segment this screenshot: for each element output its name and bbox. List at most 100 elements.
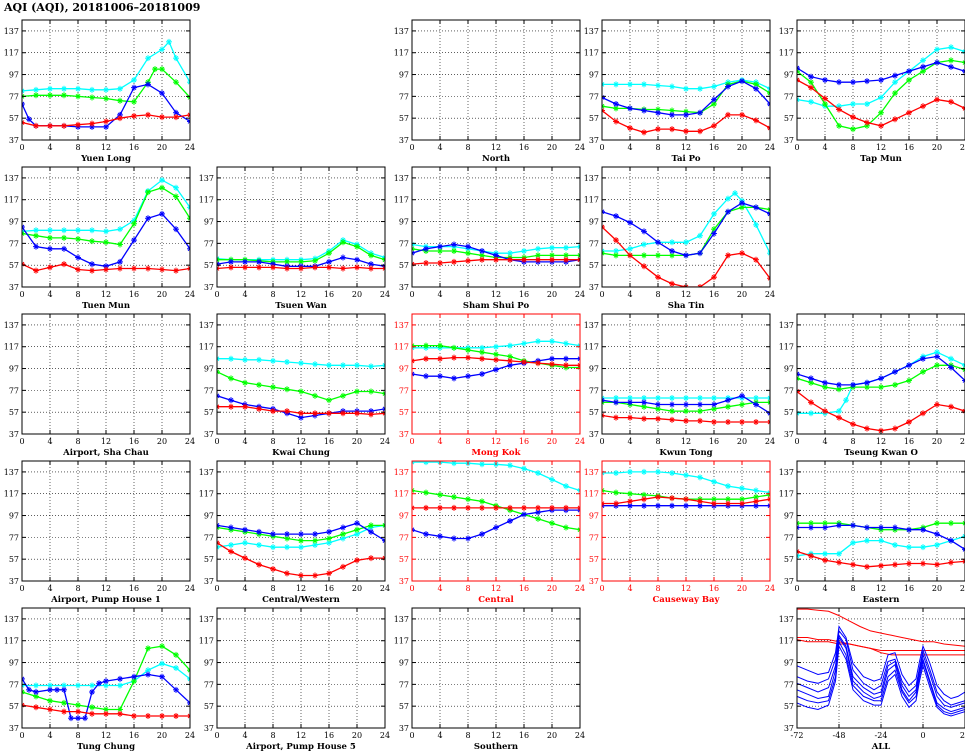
series-marker <box>159 177 165 184</box>
series-marker <box>613 414 619 421</box>
y-tick-label: 97 <box>204 659 214 668</box>
series-marker <box>878 375 884 382</box>
series-marker <box>75 254 81 261</box>
x-tick-label: 4 <box>47 731 52 740</box>
x-tick-label: 0 <box>794 437 799 446</box>
series-marker <box>613 81 619 88</box>
series-marker <box>521 359 527 365</box>
series-marker <box>641 241 647 248</box>
x-tick-label: 24 <box>960 143 965 152</box>
series-marker <box>613 489 619 496</box>
series-marker <box>613 252 619 259</box>
series-marker <box>217 368 220 375</box>
series-marker <box>767 496 770 503</box>
panel-central: 0 4 8 12 16 20 24 37 57 77 97 117 137 Central <box>394 460 585 605</box>
series-marker <box>549 252 555 259</box>
series-marker <box>563 362 569 369</box>
series-marker <box>602 412 605 419</box>
x-tick-label: 8 <box>270 731 275 740</box>
series-line-0 <box>797 608 965 647</box>
x-tick-label: 0 <box>409 290 414 299</box>
series-marker <box>75 266 81 273</box>
series-marker <box>753 117 759 124</box>
y-tick-label: 97 <box>784 365 794 374</box>
panel-title-kwai-chung: Kwai Chung <box>272 448 330 458</box>
x-tick-label: 0 <box>409 584 414 593</box>
series-marker <box>326 535 332 542</box>
series-marker <box>711 419 717 425</box>
series-marker <box>822 550 828 557</box>
series-marker <box>75 715 81 722</box>
series-marker <box>563 483 569 490</box>
series-marker <box>117 258 123 265</box>
series-marker <box>892 381 898 388</box>
x-tick-label: 4 <box>242 290 247 299</box>
series-marker <box>354 243 360 250</box>
series-marker <box>340 239 346 246</box>
series-marker <box>521 465 527 472</box>
series-marker <box>284 386 290 393</box>
series-marker <box>549 504 555 511</box>
series-marker <box>753 204 759 211</box>
series-marker <box>697 408 703 415</box>
series-marker <box>47 686 53 693</box>
series-marker <box>948 364 954 371</box>
series-marker <box>33 232 39 239</box>
series-marker <box>159 673 165 680</box>
series-marker <box>493 366 499 373</box>
series-marker <box>412 371 415 377</box>
series-marker <box>864 119 870 126</box>
series-marker <box>22 675 25 682</box>
series-marker <box>61 92 67 99</box>
series-marker <box>145 645 151 652</box>
x-tick-label: 20 <box>932 584 942 593</box>
series-marker <box>465 257 471 264</box>
x-tick-label: 24 <box>765 437 775 446</box>
x-tick-label: 8 <box>465 437 470 446</box>
series-marker <box>641 399 647 406</box>
series-group <box>217 237 385 272</box>
series-marker <box>368 388 374 395</box>
x-tick-label: 0 <box>599 143 604 152</box>
y-tick-label: 57 <box>9 261 19 270</box>
y-tick-label: 77 <box>589 533 599 542</box>
series-marker <box>892 79 898 86</box>
series-marker <box>521 256 527 263</box>
series-marker <box>47 697 53 704</box>
series-marker <box>521 504 527 511</box>
x-tick-label: 24 <box>380 290 390 299</box>
y-tick-label: 77 <box>204 386 214 395</box>
series-group <box>797 520 965 570</box>
series-marker <box>242 379 248 386</box>
series-marker <box>711 401 717 408</box>
series-marker <box>627 498 633 505</box>
series-marker <box>437 504 443 511</box>
series-marker <box>563 256 569 263</box>
series-marker <box>808 520 814 527</box>
y-tick-label: 117 <box>4 49 19 58</box>
x-tick-label: 24 <box>185 437 195 446</box>
series-marker <box>962 362 965 369</box>
series-marker <box>54 686 60 693</box>
x-tick-label: 0 <box>794 584 799 593</box>
panel-title-all: ALL <box>871 742 891 752</box>
y-tick-label: 77 <box>784 386 794 395</box>
series-marker <box>270 264 276 271</box>
series-marker <box>326 264 332 271</box>
series-marker <box>767 125 770 131</box>
x-tick-label: 12 <box>876 143 886 152</box>
x-tick-label: 16 <box>904 437 914 446</box>
series-marker <box>906 362 912 369</box>
series-marker <box>822 77 828 83</box>
x-tick-label: 8 <box>75 437 80 446</box>
y-tick-label: 57 <box>204 408 214 417</box>
series-marker <box>507 504 513 511</box>
x-tick-label: 12 <box>101 584 111 593</box>
x-tick-label: 4 <box>627 584 632 593</box>
series-marker <box>103 239 109 246</box>
series-marker <box>33 243 39 250</box>
series-marker <box>683 252 689 259</box>
x-tick-label: 4 <box>627 437 632 446</box>
series-marker <box>61 708 67 715</box>
y-tick-label: 77 <box>204 239 214 248</box>
